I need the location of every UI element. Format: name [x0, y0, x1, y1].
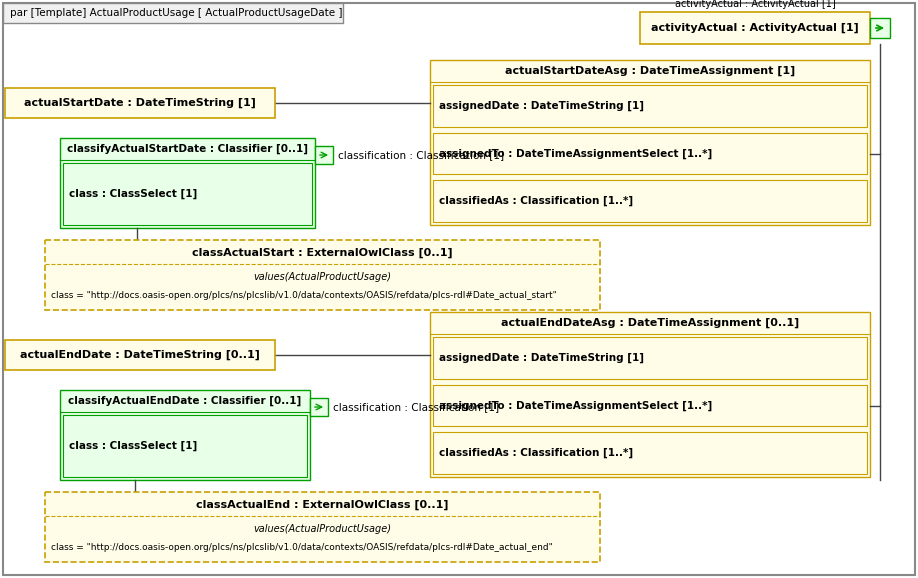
FancyBboxPatch shape	[60, 390, 310, 480]
FancyBboxPatch shape	[433, 432, 867, 474]
Text: actualEndDate : DateTimeString [0..1]: actualEndDate : DateTimeString [0..1]	[20, 350, 260, 360]
Text: classifiedAs : Classification [1..*]: classifiedAs : Classification [1..*]	[439, 448, 633, 458]
FancyBboxPatch shape	[5, 88, 275, 118]
FancyBboxPatch shape	[310, 398, 328, 416]
Text: class : ClassSelect [1]: class : ClassSelect [1]	[69, 441, 197, 451]
FancyBboxPatch shape	[640, 12, 870, 44]
FancyBboxPatch shape	[433, 385, 867, 427]
FancyBboxPatch shape	[45, 240, 600, 310]
Text: class = "http://docs.oasis-open.org/plcs/ns/plcslib/v1.0/data/contexts/OASIS/ref: class = "http://docs.oasis-open.org/plcs…	[51, 543, 553, 551]
FancyBboxPatch shape	[433, 133, 867, 175]
Text: classification : Classification [1]: classification : Classification [1]	[333, 402, 499, 412]
Text: class : ClassSelect [1]: class : ClassSelect [1]	[69, 189, 197, 199]
FancyBboxPatch shape	[870, 18, 890, 38]
FancyBboxPatch shape	[63, 415, 307, 477]
Text: values(ActualProductUsage): values(ActualProductUsage)	[253, 272, 391, 282]
FancyBboxPatch shape	[430, 60, 870, 225]
Text: classifyActualStartDate : Classifier [0..1]: classifyActualStartDate : Classifier [0.…	[67, 144, 308, 154]
FancyBboxPatch shape	[3, 3, 343, 23]
FancyBboxPatch shape	[63, 163, 312, 225]
FancyBboxPatch shape	[433, 180, 867, 222]
FancyBboxPatch shape	[3, 3, 915, 575]
Text: assignedTo : DateTimeAssignmentSelect [1..*]: assignedTo : DateTimeAssignmentSelect [1…	[439, 401, 712, 410]
Text: activityActual : ActivityActual [1]: activityActual : ActivityActual [1]	[675, 0, 835, 9]
Text: activityActual : ActivityActual [1]: activityActual : ActivityActual [1]	[651, 23, 859, 33]
Text: classActualEnd : ExternalOwlClass [0..1]: classActualEnd : ExternalOwlClass [0..1]	[196, 500, 449, 510]
Text: assignedDate : DateTimeString [1]: assignedDate : DateTimeString [1]	[439, 101, 644, 111]
Text: assignedDate : DateTimeString [1]: assignedDate : DateTimeString [1]	[439, 353, 644, 363]
Text: actualEndDateAsg : DateTimeAssignment [0..1]: actualEndDateAsg : DateTimeAssignment [0…	[501, 318, 800, 328]
FancyBboxPatch shape	[315, 146, 333, 164]
FancyBboxPatch shape	[45, 492, 600, 562]
Text: classActualStart : ExternalOwlClass [0..1]: classActualStart : ExternalOwlClass [0..…	[192, 248, 453, 258]
FancyBboxPatch shape	[5, 340, 275, 370]
Text: actualStartDate : DateTimeString [1]: actualStartDate : DateTimeString [1]	[24, 98, 256, 108]
FancyBboxPatch shape	[433, 337, 867, 379]
Text: classifyActualEndDate : Classifier [0..1]: classifyActualEndDate : Classifier [0..1…	[68, 396, 302, 406]
Text: class = "http://docs.oasis-open.org/plcs/ns/plcslib/v1.0/data/contexts/OASIS/ref: class = "http://docs.oasis-open.org/plcs…	[51, 291, 556, 299]
FancyBboxPatch shape	[60, 138, 315, 228]
Text: values(ActualProductUsage): values(ActualProductUsage)	[253, 524, 391, 534]
Text: actualStartDateAsg : DateTimeAssignment [1]: actualStartDateAsg : DateTimeAssignment …	[505, 66, 795, 76]
Text: classification : Classification [1]: classification : Classification [1]	[338, 150, 504, 160]
FancyBboxPatch shape	[430, 312, 870, 477]
Text: par [Template] ActualProductUsage [ ActualProductUsageDate ]: par [Template] ActualProductUsage [ Actu…	[10, 8, 342, 18]
Text: classifiedAs : Classification [1..*]: classifiedAs : Classification [1..*]	[439, 196, 633, 206]
Text: assignedTo : DateTimeAssignmentSelect [1..*]: assignedTo : DateTimeAssignmentSelect [1…	[439, 149, 712, 158]
FancyBboxPatch shape	[433, 85, 867, 127]
